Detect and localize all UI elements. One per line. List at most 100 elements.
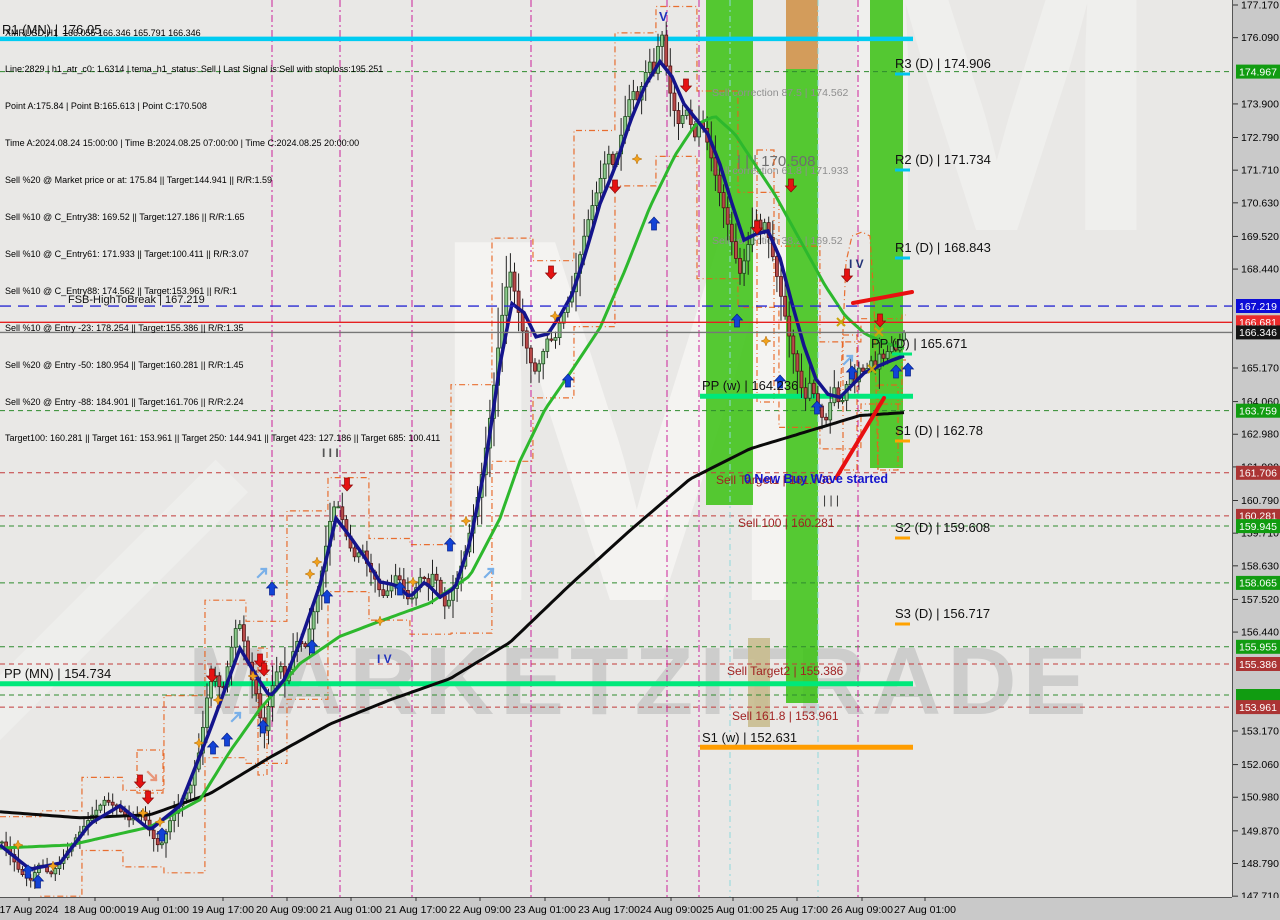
svg-text:159.945: 159.945	[1239, 521, 1277, 533]
red-trend-segments	[834, 290, 914, 480]
svg-text:Sell 161.8 | 153.961: Sell 161.8 | 153.961	[732, 709, 839, 723]
svg-text:150.980: 150.980	[1241, 792, 1279, 804]
svg-text:19 Aug 01:00: 19 Aug 01:00	[127, 904, 189, 916]
svg-text:153.961: 153.961	[1239, 702, 1277, 714]
svg-text:171.710: 171.710	[1241, 165, 1279, 177]
svg-text:17 Aug 2024: 17 Aug 2024	[0, 904, 59, 916]
buy-arrow-icon	[21, 864, 35, 879]
svg-text:18 Aug 00:00: 18 Aug 00:00	[64, 904, 126, 916]
star-icon	[760, 335, 772, 347]
svg-text:I V: I V	[849, 257, 864, 271]
svg-text:0 New Buy Wave started: 0 New Buy Wave started	[744, 472, 888, 486]
axis-price-badge: 161.706	[1236, 465, 1280, 480]
hollow-arrow-icon	[256, 567, 268, 579]
buy-arrow-icon	[561, 373, 575, 388]
axis-price-badge: 167.219	[1236, 299, 1280, 313]
buy-arrow-icon	[220, 732, 234, 747]
sell-arrow-icon	[750, 220, 764, 235]
star-icon	[407, 576, 419, 588]
svg-text:153.170: 153.170	[1241, 726, 1279, 738]
ma-lines	[0, 58, 905, 871]
axis-price-badge: 158.065	[1236, 575, 1280, 590]
buy-arrow-icon	[730, 313, 744, 328]
svg-text:R3 (D) | 174.906: R3 (D) | 174.906	[895, 56, 991, 71]
sell-arrow-icon	[679, 78, 693, 93]
price-lines	[0, 305, 1232, 334]
svg-text:Sell Target2 | 155.386: Sell Target2 | 155.386	[727, 664, 844, 678]
svg-text:I V: I V	[377, 652, 392, 666]
svg-text:176.090: 176.090	[1241, 32, 1279, 44]
sell-arrow-icon	[840, 268, 854, 283]
sell-arrow-icon	[141, 790, 155, 805]
svg-text:Sell correction 61.8 | 171.933: Sell correction 61.8 | 171.933	[712, 165, 849, 177]
svg-text:PP (w) | 164.236: PP (w) | 164.236	[702, 378, 798, 393]
svg-text:152.060: 152.060	[1241, 759, 1279, 771]
buy-arrow-icon	[320, 589, 334, 604]
sell-arrow-icon	[544, 265, 558, 280]
svg-text:155.386: 155.386	[1239, 659, 1277, 671]
svg-text:156.440: 156.440	[1241, 627, 1279, 639]
star-icon	[47, 860, 59, 872]
buy-arrow-icon	[393, 581, 407, 596]
star-icon	[137, 807, 149, 819]
axis-badge-sliver	[1236, 689, 1280, 702]
star-icon	[631, 153, 643, 165]
buy-arrow-icon	[31, 874, 45, 889]
star-icon	[374, 615, 386, 627]
svg-text:167.219: 167.219	[1239, 301, 1277, 313]
sell-arrow-icon	[257, 662, 271, 677]
price-axis[interactable]: 177.170 176.090 173.900 172.790 171.710 170.6…	[1232, 0, 1280, 920]
pivot-labels: R3 (D) | 174.906 R2 (D) | 171.734 R1 (D) |…	[871, 56, 991, 626]
svg-text:I I I: I I I	[322, 446, 339, 460]
svg-text:R2 (D) | 171.734: R2 (D) | 171.734	[895, 152, 991, 167]
sell-arrow-icon	[873, 313, 887, 328]
buy-arrow-icon	[206, 740, 220, 755]
svg-text:Sell correction 87.5 | 174.562: Sell correction 87.5 | 174.562	[712, 87, 849, 99]
sell-arrow-icon	[340, 477, 354, 492]
svg-text:V: V	[659, 9, 668, 24]
ma-slow-black	[0, 411, 905, 820]
trade-markers	[12, 78, 915, 889]
svg-text:157.520: 157.520	[1241, 594, 1279, 606]
svg-text:19 Aug 17:00: 19 Aug 17:00	[192, 904, 254, 916]
svg-text:161.706: 161.706	[1239, 468, 1277, 480]
svg-text:177.170: 177.170	[1241, 0, 1279, 12]
buy-arrow-icon	[810, 400, 824, 415]
ma-fast-blue	[0, 58, 905, 871]
hollow-arrow-icon	[146, 770, 158, 782]
axis-price-badge: 153.961	[1236, 700, 1280, 715]
svg-text:172.790: 172.790	[1241, 132, 1279, 144]
svg-text:174.967: 174.967	[1239, 66, 1277, 78]
svg-text:R1 (MN) | 176.05: R1 (MN) | 176.05	[2, 22, 101, 37]
svg-text:173.900: 173.900	[1241, 98, 1279, 110]
svg-text:S3 (D) | 156.717: S3 (D) | 156.717	[895, 606, 990, 621]
buy-arrow-icon	[305, 639, 319, 654]
svg-text:S1 (w) | 152.631: S1 (w) | 152.631	[702, 730, 797, 745]
svg-text:20 Aug 09:00: 20 Aug 09:00	[256, 904, 318, 916]
svg-text:PP (MN) | 154.734: PP (MN) | 154.734	[4, 666, 111, 681]
svg-text:149.870: 149.870	[1241, 825, 1279, 837]
svg-text:| | |: | | |	[823, 493, 839, 507]
svg-text:S2 (D) | 159.608: S2 (D) | 159.608	[895, 520, 990, 535]
hidden-pivot-label: R1 (MN) | 176.05	[2, 22, 101, 37]
sell-arrow-icon	[784, 178, 798, 193]
x-mark-icon	[867, 364, 877, 374]
pivot-level-lines	[0, 36, 913, 750]
buy-arrow-icon	[901, 362, 915, 377]
axis-price-badge: 155.386	[1236, 657, 1280, 671]
axis-price-badge: 163.759	[1236, 403, 1280, 418]
star-icon	[549, 310, 561, 322]
time-axis[interactable]: 17 Aug 2024 18 Aug 00:00 19 Aug 01:00 19 Au…	[0, 897, 1280, 920]
svg-text:158.065: 158.065	[1239, 578, 1277, 590]
star-icon	[460, 515, 472, 527]
sell-arrow-icon	[133, 774, 147, 789]
svg-text:24 Aug 09:00: 24 Aug 09:00	[640, 904, 702, 916]
svg-text:155.955: 155.955	[1239, 642, 1277, 654]
x-mark-icon	[874, 327, 884, 337]
buy-arrow-icon	[155, 827, 169, 842]
hollow-arrow-icon	[230, 711, 242, 723]
